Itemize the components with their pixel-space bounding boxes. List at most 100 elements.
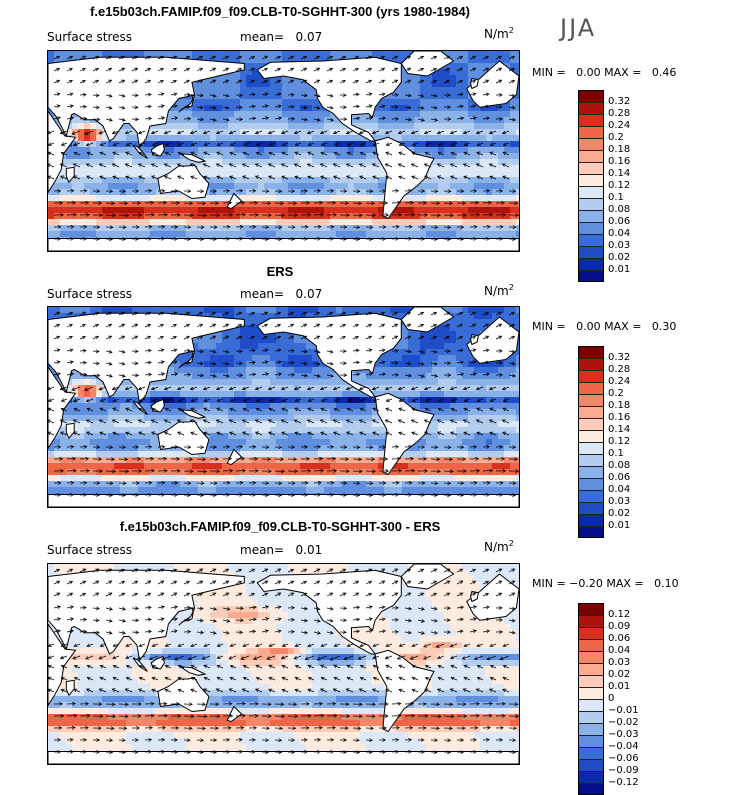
stress-cell <box>180 213 186 219</box>
stress-cell <box>324 135 330 141</box>
stress-cell <box>324 219 330 225</box>
stress-cell <box>492 189 498 195</box>
stress-cell <box>132 177 138 183</box>
stress-cell <box>474 313 480 319</box>
stress-cell <box>510 129 516 135</box>
stress-cell <box>186 207 192 213</box>
stress-cell <box>78 195 84 201</box>
stress-cell <box>72 195 78 201</box>
stress-cell <box>288 141 294 147</box>
stress-cell <box>504 213 510 219</box>
stress-cell <box>252 207 258 213</box>
stress-cell <box>414 123 420 129</box>
stress-cell <box>66 219 72 225</box>
stress-cell <box>390 111 396 117</box>
stress-cell <box>216 355 222 361</box>
stress-cell <box>318 135 324 141</box>
stress-cell <box>216 349 222 355</box>
stress-cell <box>312 123 318 129</box>
stress-cell <box>438 379 444 385</box>
stress-cell <box>126 183 132 189</box>
stress-cell <box>462 207 468 213</box>
stress-cell <box>132 231 138 237</box>
stress-cell <box>378 129 384 135</box>
stress-cell <box>180 355 186 361</box>
stress-cell <box>366 219 372 225</box>
stress-cell <box>426 231 432 237</box>
stress-cell <box>480 183 486 189</box>
stress-cell <box>222 87 228 93</box>
stress-cell <box>90 207 96 213</box>
stress-cell <box>204 51 210 57</box>
stress-cell <box>72 123 78 129</box>
stress-cell <box>354 135 360 141</box>
stress-cell <box>450 225 456 231</box>
stress-cell <box>132 171 138 177</box>
stress-cell <box>198 135 204 141</box>
stress-cell <box>510 231 516 237</box>
stress-cell <box>492 51 498 57</box>
stress-cell <box>396 367 402 373</box>
stress-cell <box>258 117 264 123</box>
stress-cell <box>96 195 102 201</box>
stress-cell <box>450 105 456 111</box>
stress-cell <box>516 225 519 231</box>
stress-cell <box>156 225 162 231</box>
stress-cell <box>498 111 504 117</box>
stress-cell <box>462 195 468 201</box>
stress-cell <box>306 367 312 373</box>
stress-cell <box>210 201 216 207</box>
stress-cell <box>480 379 486 385</box>
stress-cell <box>102 183 108 189</box>
stress-cell <box>210 153 216 159</box>
stress-cell <box>276 177 282 183</box>
stress-cell <box>300 367 306 373</box>
stress-cell <box>516 153 519 159</box>
stress-cell <box>240 231 246 237</box>
stress-cell <box>240 141 246 147</box>
stress-cell <box>54 231 60 237</box>
stress-cell <box>60 307 66 313</box>
stress-cell <box>438 117 444 123</box>
stress-cell <box>276 141 282 147</box>
stress-cell <box>516 135 519 141</box>
stress-cell <box>408 81 414 87</box>
stress-cell <box>114 219 120 225</box>
stress-cell <box>390 385 396 391</box>
stress-cell <box>198 367 204 373</box>
stress-cell <box>258 337 264 343</box>
stress-cell <box>360 207 366 213</box>
stress-cell <box>474 379 480 385</box>
stress-cell <box>108 177 114 183</box>
stress-cell <box>264 231 270 237</box>
stress-cell <box>324 51 330 57</box>
stress-cell <box>84 379 90 385</box>
stress-cell <box>504 111 510 117</box>
stress-cell <box>342 177 348 183</box>
stress-cell <box>354 231 360 237</box>
stress-cell <box>186 141 192 147</box>
stress-cell <box>324 213 330 219</box>
stress-cell <box>462 231 468 237</box>
stress-cell <box>252 111 258 117</box>
stress-cell <box>378 123 384 129</box>
stress-cell <box>216 307 222 313</box>
stress-cell <box>258 99 264 105</box>
stress-cell <box>414 93 420 99</box>
stress-cell <box>432 141 438 147</box>
stress-cell <box>204 379 210 385</box>
stress-cell <box>222 225 228 231</box>
stress-cell <box>432 207 438 213</box>
stress-cell <box>264 153 270 159</box>
stress-cell <box>90 183 96 189</box>
stress-cell <box>438 355 444 361</box>
stress-cell <box>282 225 288 231</box>
stress-cell <box>144 219 150 225</box>
stress-cell <box>222 159 228 165</box>
stress-cell <box>510 195 516 201</box>
stress-cell <box>234 207 240 213</box>
stress-cell <box>456 349 462 355</box>
season-label: JJA <box>560 14 596 42</box>
stress-cell <box>348 225 354 231</box>
stress-cell <box>414 201 420 207</box>
